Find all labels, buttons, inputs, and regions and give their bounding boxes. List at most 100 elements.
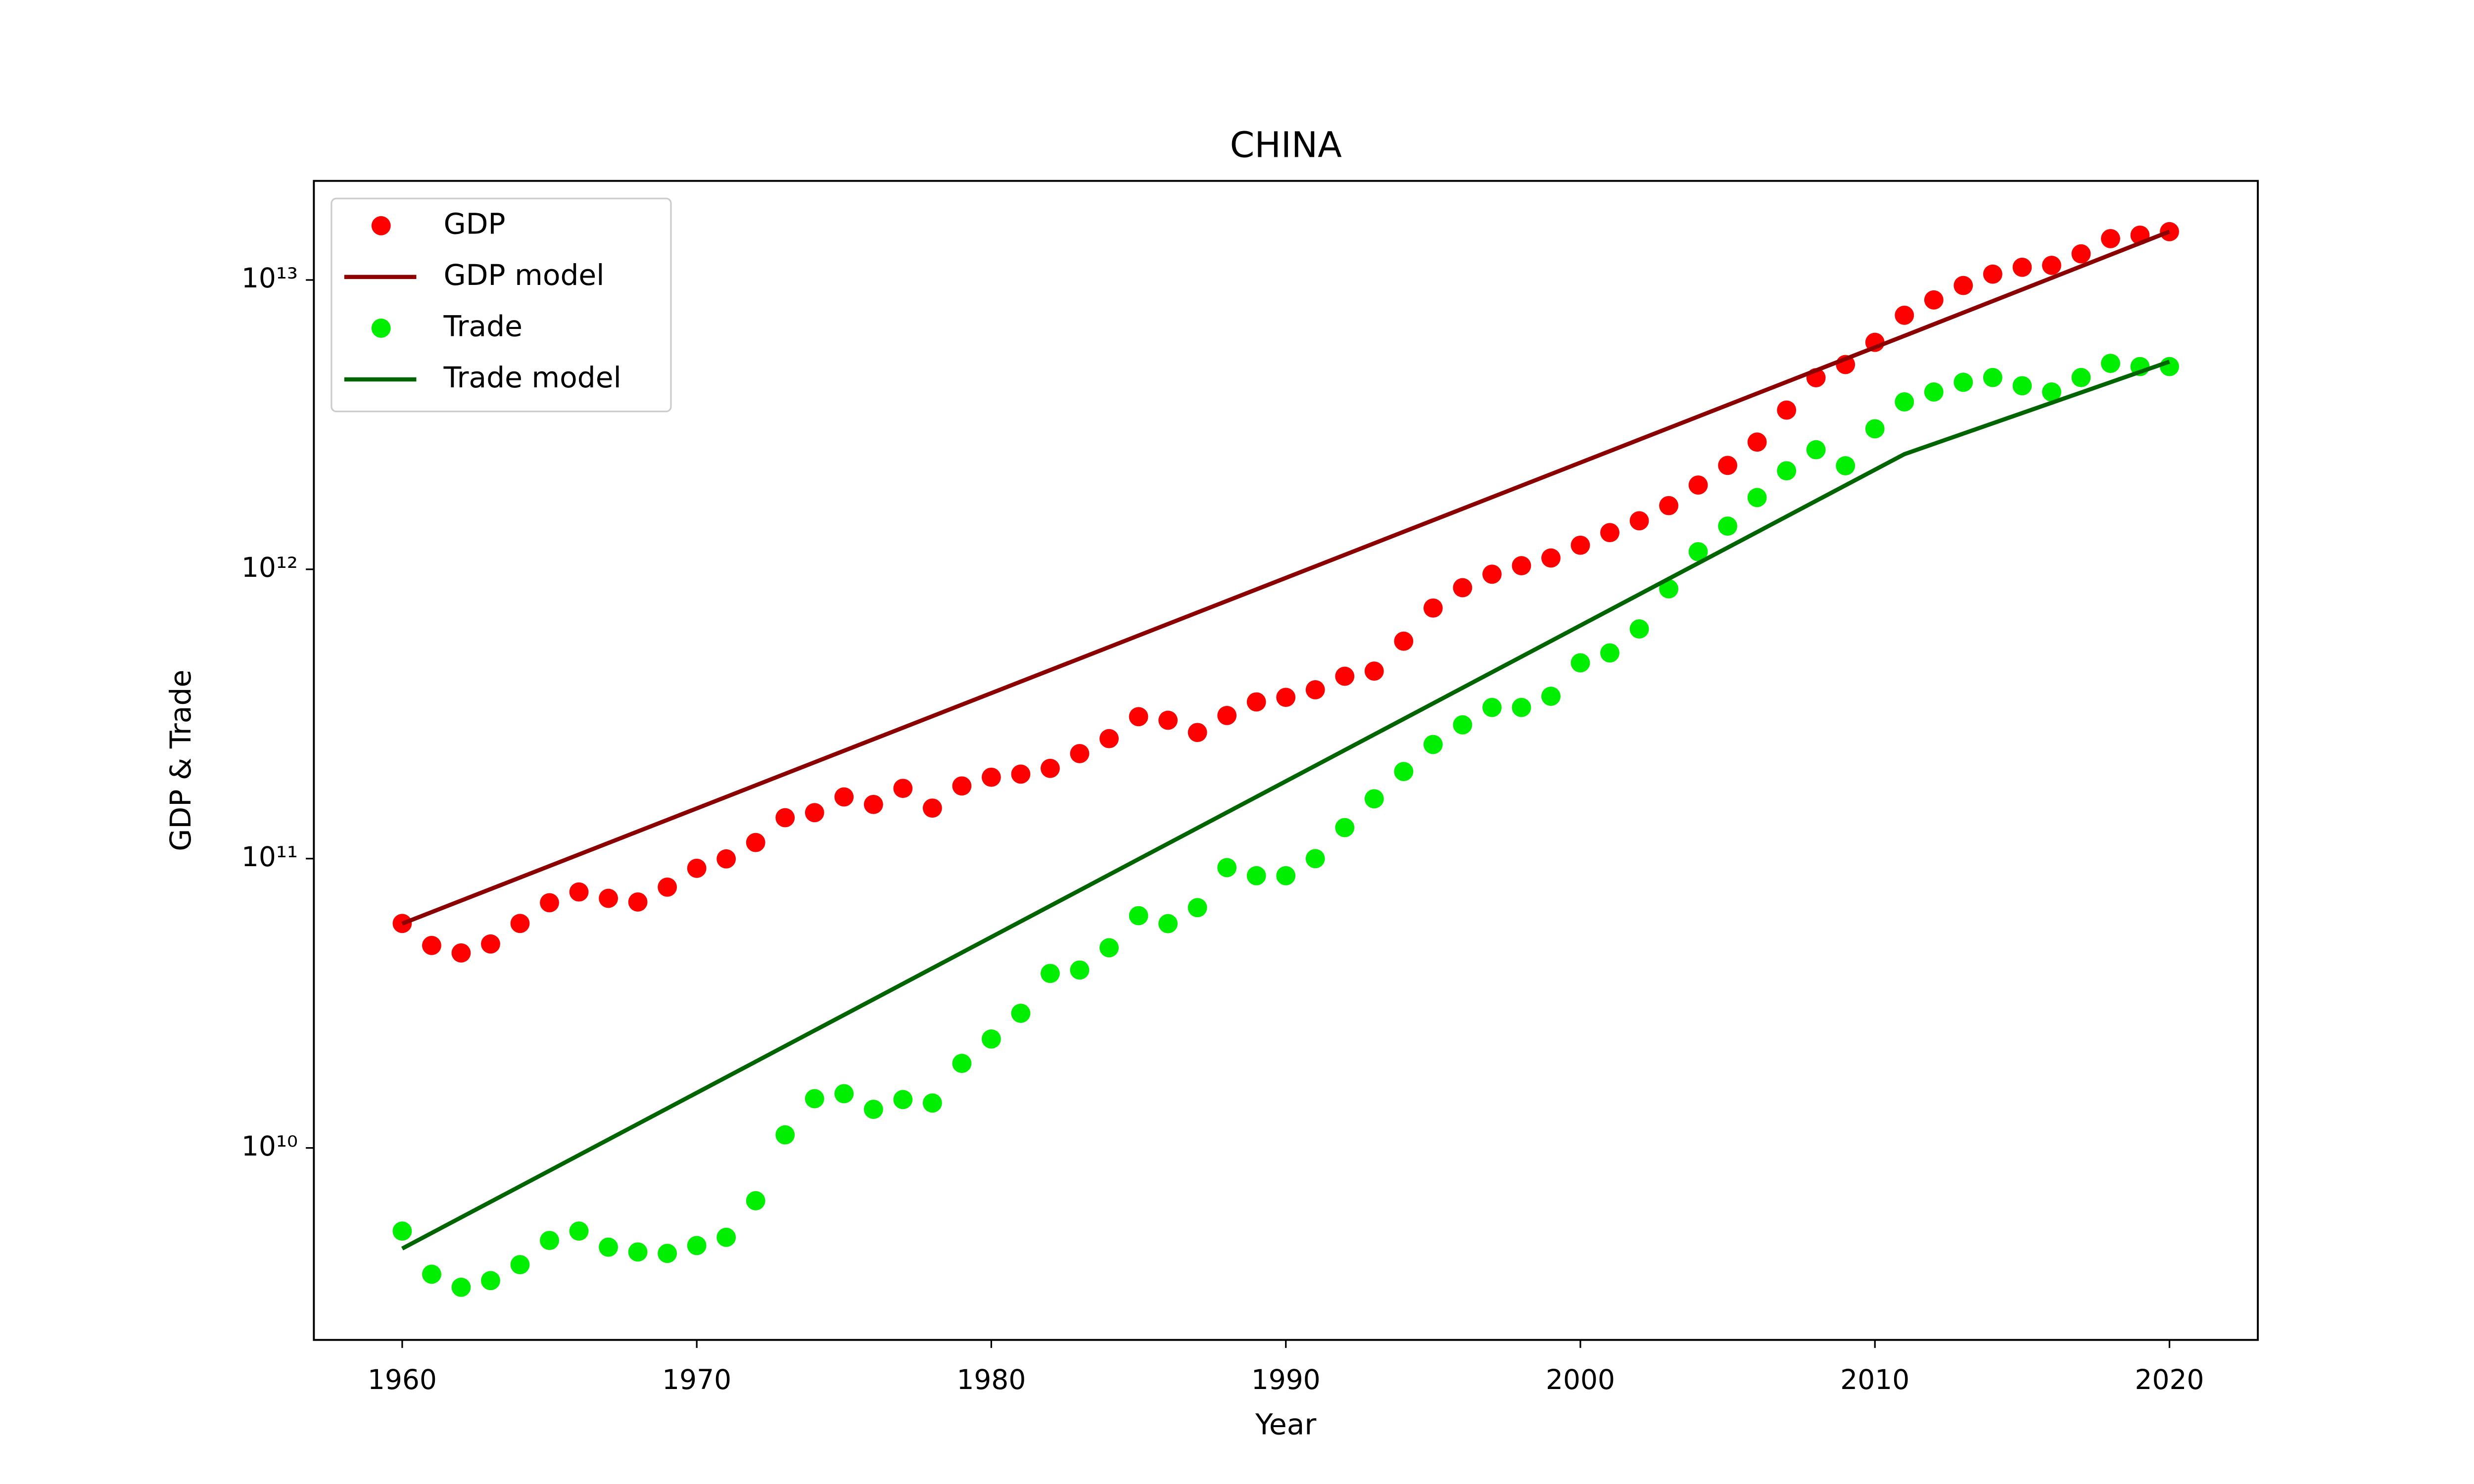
data-point bbox=[1394, 762, 1414, 782]
data-point bbox=[658, 877, 677, 897]
y-tick-label: 10¹¹ bbox=[241, 841, 298, 873]
data-point bbox=[451, 1277, 471, 1297]
data-point bbox=[599, 1237, 618, 1257]
data-point bbox=[1570, 653, 1590, 673]
data-point bbox=[422, 935, 441, 955]
data-point bbox=[893, 779, 913, 798]
x-axis-label: Year bbox=[1255, 1408, 1316, 1441]
data-point bbox=[1364, 789, 1384, 809]
data-point bbox=[1364, 661, 1384, 681]
data-point bbox=[2101, 229, 2120, 248]
x-tick-label: 1960 bbox=[368, 1364, 437, 1395]
y-tick-label: 10¹³ bbox=[241, 262, 298, 294]
data-point bbox=[1659, 579, 1678, 599]
data-point bbox=[2012, 257, 2032, 277]
data-point bbox=[2160, 357, 2179, 376]
data-point bbox=[1895, 305, 1914, 325]
y-tick-label: 10¹² bbox=[241, 552, 298, 583]
data-point bbox=[1983, 264, 2002, 284]
x-tick-label: 1990 bbox=[1251, 1364, 1321, 1395]
data-point bbox=[1129, 707, 1148, 727]
data-point bbox=[1895, 392, 1914, 412]
data-point bbox=[1806, 440, 1826, 460]
data-point bbox=[1688, 475, 1708, 495]
data-point bbox=[1011, 764, 1031, 784]
x-tick-label: 2000 bbox=[1546, 1364, 1615, 1395]
data-point bbox=[1983, 368, 2002, 387]
data-point bbox=[1276, 866, 1296, 885]
data-point bbox=[1688, 542, 1708, 561]
data-point bbox=[1629, 511, 1649, 531]
data-point bbox=[1041, 758, 1060, 778]
data-point bbox=[1570, 535, 1590, 555]
data-point bbox=[1747, 432, 1767, 452]
data-point bbox=[481, 1271, 500, 1291]
data-point bbox=[1070, 960, 1090, 980]
data-point bbox=[1423, 598, 1443, 618]
data-point bbox=[569, 882, 589, 902]
data-point bbox=[922, 798, 942, 818]
data-point bbox=[1453, 715, 1473, 735]
data-point bbox=[1158, 710, 1178, 730]
data-point bbox=[1600, 643, 1619, 663]
data-point bbox=[2042, 382, 2061, 402]
data-point bbox=[2012, 376, 2032, 396]
data-point bbox=[775, 808, 795, 828]
data-point bbox=[1423, 735, 1443, 754]
legend-marker bbox=[371, 216, 391, 235]
data-point bbox=[1541, 687, 1561, 706]
data-point bbox=[834, 787, 854, 807]
data-point bbox=[658, 1244, 677, 1263]
data-point bbox=[952, 1054, 972, 1073]
x-tick-label: 1980 bbox=[956, 1364, 1026, 1395]
plot-area bbox=[392, 222, 2179, 1297]
data-point bbox=[746, 1191, 765, 1210]
data-point bbox=[1512, 556, 1531, 576]
data-point bbox=[716, 849, 736, 869]
chart-title: CHINA bbox=[1230, 124, 1342, 165]
data-point bbox=[1335, 666, 1355, 686]
data-point bbox=[834, 1084, 854, 1104]
legend-label: GDP bbox=[443, 207, 505, 240]
data-point bbox=[1246, 692, 1266, 712]
data-point bbox=[982, 1029, 1001, 1049]
data-point bbox=[1217, 858, 1237, 878]
data-point bbox=[805, 803, 824, 823]
legend-label: GDP model bbox=[443, 258, 604, 292]
data-point bbox=[599, 888, 618, 908]
data-point bbox=[1276, 688, 1296, 707]
data-point bbox=[1482, 697, 1502, 717]
data-point bbox=[1041, 964, 1060, 983]
data-point bbox=[805, 1089, 824, 1109]
data-point bbox=[1453, 578, 1473, 598]
data-point bbox=[1011, 1004, 1031, 1023]
data-point bbox=[1777, 400, 1797, 420]
data-point bbox=[1217, 705, 1237, 725]
data-point bbox=[893, 1090, 913, 1110]
data-point bbox=[1099, 729, 1119, 748]
data-point bbox=[1747, 488, 1767, 508]
data-point bbox=[628, 892, 648, 912]
data-point bbox=[1512, 697, 1531, 717]
data-point bbox=[1305, 849, 1325, 869]
y-axis-label: GDP & Trade bbox=[164, 670, 197, 851]
legend-box bbox=[331, 197, 672, 413]
data-point bbox=[1394, 631, 1414, 651]
legend: GDP GDP model Trade Trade model bbox=[331, 197, 672, 413]
data-point bbox=[1718, 516, 1738, 536]
data-point bbox=[1305, 680, 1325, 699]
y-tick-label: 10¹⁰ bbox=[241, 1130, 298, 1162]
data-point bbox=[2101, 354, 2120, 373]
data-point bbox=[1953, 276, 1973, 295]
data-point bbox=[982, 767, 1001, 787]
data-point bbox=[746, 833, 765, 852]
x-tick-label: 2020 bbox=[2135, 1364, 2204, 1395]
data-point bbox=[1158, 914, 1178, 933]
model-line bbox=[401, 360, 2170, 1251]
data-point bbox=[1629, 619, 1649, 639]
data-point bbox=[1188, 898, 1207, 918]
data-point bbox=[687, 858, 707, 878]
data-point bbox=[422, 1264, 441, 1284]
data-point bbox=[952, 776, 972, 796]
data-point bbox=[2071, 244, 2091, 264]
